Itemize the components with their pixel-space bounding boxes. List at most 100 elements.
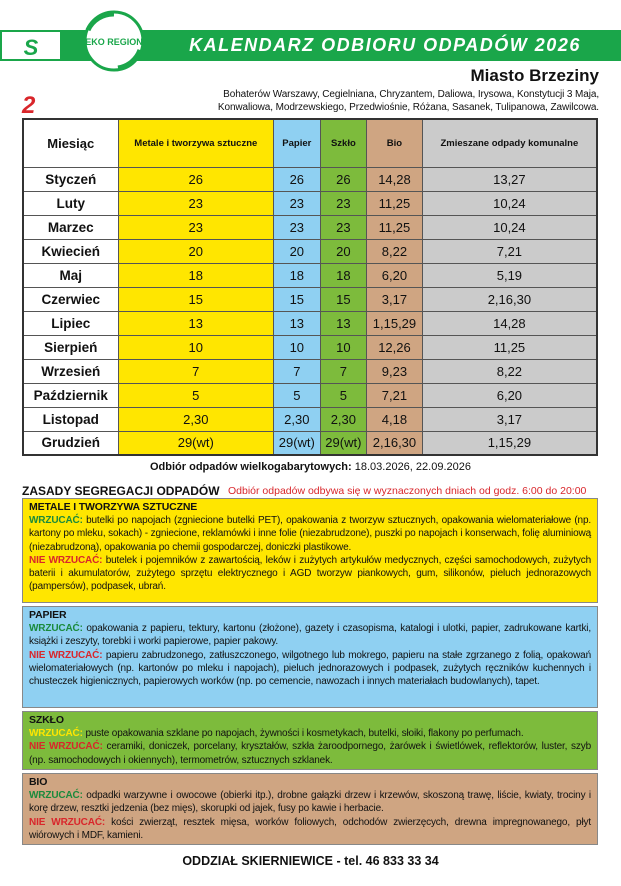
allowed-text: opakowania z papieru, tektury, kartonu (… <box>29 623 591 648</box>
section-title: METALE I TWORZYWA SZTUCZNE <box>29 501 198 513</box>
logo: EKO REGION <box>83 10 145 72</box>
forbidden: NIE WRZUCAĆ: ceramiki, doniczek, porcela… <box>29 740 591 766</box>
table-row: Listopad 2,30 2,30 2,30 4,18 3,17 <box>22 406 598 432</box>
allowed: WRZUCAĆ: puste opakowania szklane po nap… <box>29 727 591 740</box>
pickup-dates: 10 <box>319 334 368 360</box>
month: Grudzień <box>22 430 119 456</box>
pickup-dates: 15 <box>117 286 275 312</box>
pickup-dates: 20 <box>319 238 368 264</box>
pickup-dates: 10 <box>273 334 321 360</box>
pickup-dates: 20 <box>117 238 275 264</box>
forbidden-text: ceramiki, doniczek, porcelany, kryształó… <box>29 741 591 766</box>
pickup-dates: 15 <box>319 286 368 312</box>
pickup-dates: 18 <box>117 262 275 288</box>
pickup-dates: 26 <box>117 166 275 192</box>
table-row: Sierpień 10 10 10 12,26 11,25 <box>22 334 598 360</box>
month: Listopad <box>22 406 119 432</box>
pickup-dates: 23 <box>117 190 275 216</box>
forbidden-text: papieru zabrudzonego, zatłuszczonego, wi… <box>29 649 591 688</box>
month: Kwiecień <box>22 238 119 264</box>
pickup-dates: 20 <box>273 238 321 264</box>
column-header: Metale i tworzywa sztuczne <box>117 118 275 168</box>
month: Luty <box>22 190 119 216</box>
month: Lipiec <box>22 310 119 336</box>
allowed-text: odpadki warzywne i owocowe (obierki itp.… <box>29 790 591 815</box>
pickup-dates: 18 <box>273 262 321 288</box>
allowed-label: WRZUCAĆ: <box>29 728 83 740</box>
pickup-dates: 13,27 <box>421 166 598 192</box>
pickup-dates: 6,20 <box>421 382 598 408</box>
pickup-dates: 10,24 <box>421 214 598 240</box>
allowed: WRZUCAĆ: butelki po napojach (zgniecione… <box>29 514 591 554</box>
pickup-dates: 29(wt) <box>117 430 275 456</box>
rules-section: SZKŁO WRZUCAĆ: puste opakowania szklane p… <box>22 711 598 770</box>
bulky-pickup: Odbiór odpadów wielkogabarytowych: 18.03… <box>0 461 621 473</box>
pickup-dates: 4,18 <box>366 406 423 432</box>
column-header: Bio <box>366 118 423 168</box>
pickup-dates: 23 <box>117 214 275 240</box>
forbidden-text: kości zwierząt, resztek mięsa, worków fo… <box>29 816 591 841</box>
pickup-dates: 2,16,30 <box>421 286 598 312</box>
month: Marzec <box>22 214 119 240</box>
forbidden: NIE WRZUCAĆ: butelek i pojemników z zawa… <box>29 554 591 594</box>
pickup-dates: 14,28 <box>421 310 598 336</box>
table-row: Grudzień 29(wt) 29(wt) 29(wt) 2,16,30 1,15,29 <box>22 430 598 456</box>
column-header: Zmieszane odpady komunalne <box>421 118 598 168</box>
allowed: WRZUCAĆ: odpadki warzywne i owocowe (obi… <box>29 789 591 815</box>
pickup-dates: 11,25 <box>366 214 423 240</box>
allowed-text: butelki po napojach (zgniecione butelki … <box>29 515 591 553</box>
area-number: 2 <box>22 92 36 119</box>
streets-line: Bohaterów Warszawy, Cegielniana, Chryzan… <box>223 89 599 100</box>
month: Styczeń <box>22 166 119 192</box>
pickup-dates: 10 <box>117 334 275 360</box>
pickup-dates: 5 <box>117 382 275 408</box>
logo-text: EKO REGION <box>85 37 143 47</box>
allowed: WRZUCAĆ: opakowania z papieru, tektury, … <box>29 622 591 648</box>
pickup-dates: 11,25 <box>366 190 423 216</box>
pickup-dates: 5 <box>319 382 368 408</box>
pickup-dates: 13 <box>117 310 275 336</box>
bulky-label: Odbiór odpadów wielkogabarytowych: <box>150 461 352 473</box>
month: Czerwiec <box>22 286 119 312</box>
pickup-dates: 12,26 <box>366 334 423 360</box>
pickup-dates: 11,25 <box>421 334 598 360</box>
rules-note: Odbiór odpadów odbywa się w wyznaczonych… <box>228 485 587 497</box>
pickup-dates: 1,15,29 <box>366 310 423 336</box>
forbidden-label: NIE WRZUCAĆ: <box>29 649 103 661</box>
pickup-dates: 15 <box>273 286 321 312</box>
pickup-dates: 26 <box>273 166 321 192</box>
pickup-dates: 8,22 <box>421 358 598 384</box>
pickup-dates: 13 <box>319 310 368 336</box>
month: Wrzesień <box>22 358 119 384</box>
pickup-dates: 14,28 <box>366 166 423 192</box>
pickup-dates: 5,19 <box>421 262 598 288</box>
forbidden-label: NIE WRZUCAĆ: <box>29 554 103 566</box>
forbidden: NIE WRZUCAĆ: papieru zabrudzonego, zatłu… <box>29 649 591 689</box>
allowed-label: WRZUCAĆ: <box>29 623 83 635</box>
column-header: Miesiąc <box>22 118 119 168</box>
forbidden: NIE WRZUCAĆ: kości zwierząt, resztek mię… <box>29 816 591 842</box>
pickup-dates: 2,30 <box>319 406 368 432</box>
pickup-dates: 9,23 <box>366 358 423 384</box>
month: Sierpień <box>22 334 119 360</box>
section-title: BIO <box>29 776 48 788</box>
title: KALENDARZ ODBIORU ODPADÓW 2026 <box>189 35 581 55</box>
header-letter: S <box>0 30 62 61</box>
table-row: Wrzesień 7 7 7 9,23 8,22 <box>22 358 598 384</box>
pickup-dates: 7 <box>319 358 368 384</box>
pickup-dates: 8,22 <box>366 238 423 264</box>
pickup-dates: 3,17 <box>421 406 598 432</box>
table-row: Luty 23 23 23 11,25 10,24 <box>22 190 598 216</box>
pickup-dates: 29(wt) <box>319 430 368 456</box>
pickup-dates: 13 <box>273 310 321 336</box>
pickup-dates: 6,20 <box>366 262 423 288</box>
forbidden-label: NIE WRZUCAĆ: <box>29 741 103 753</box>
pickup-dates: 7,21 <box>421 238 598 264</box>
section-title: PAPIER <box>29 609 67 621</box>
allowed-text: puste opakowania szklane po napojach, ży… <box>85 728 524 740</box>
table-row: Styczeń 26 26 26 14,28 13,27 <box>22 166 598 192</box>
pickup-dates: 23 <box>319 214 368 240</box>
rules-section: BIO WRZUCAĆ: odpadki warzywne i owocowe (… <box>22 773 598 845</box>
bulky-dates: 18.03.2026, 22.09.2026 <box>354 461 471 473</box>
